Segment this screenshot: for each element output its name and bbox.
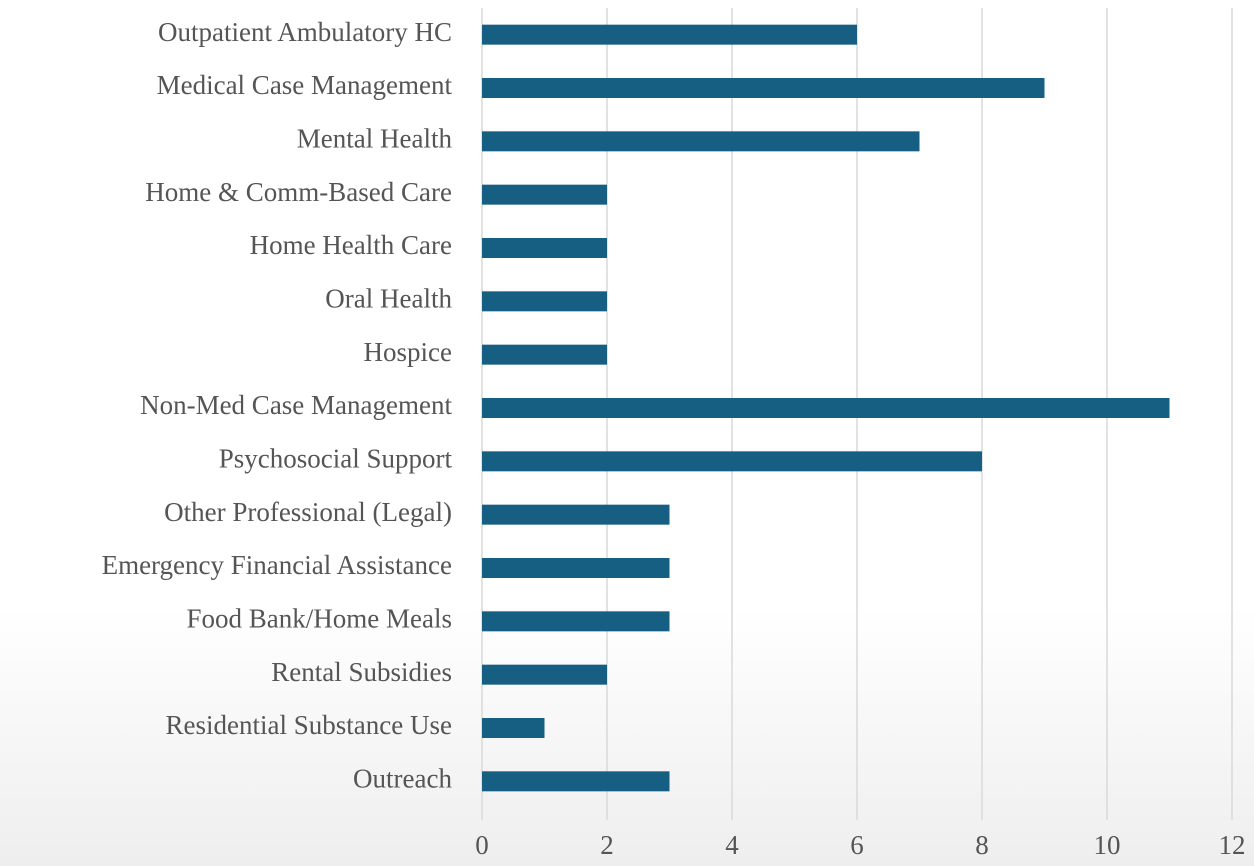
bar xyxy=(482,78,1045,98)
x-tick-label: 6 xyxy=(850,830,864,860)
x-tick-label: 4 xyxy=(725,830,739,860)
y-tick-label: Other Professional (Legal) xyxy=(164,497,452,527)
x-tick-label: 10 xyxy=(1094,830,1121,860)
bar xyxy=(482,451,982,472)
y-tick-label: Non-Med Case Management xyxy=(140,390,452,420)
y-tick-label: Medical Case Management xyxy=(157,70,453,100)
bar xyxy=(482,184,607,205)
bar xyxy=(482,398,1170,418)
bar xyxy=(482,504,670,525)
bar xyxy=(482,611,670,632)
bar xyxy=(482,558,670,578)
y-tick-label: Food Bank/Home Meals xyxy=(187,604,452,634)
y-tick-label: Hospice xyxy=(364,337,452,367)
x-tick-label: 12 xyxy=(1219,830,1246,860)
y-tick-label: Outreach xyxy=(353,764,452,794)
y-tick-label: Rental Subsidies xyxy=(271,657,452,687)
y-tick-label: Psychosocial Support xyxy=(219,444,453,474)
y-tick-label: Emergency Financial Assistance xyxy=(102,550,452,580)
y-tick-label: Home Health Care xyxy=(250,230,452,260)
x-tick-label: 2 xyxy=(600,830,614,860)
bar xyxy=(482,291,607,312)
bar xyxy=(482,664,607,685)
bar xyxy=(482,238,607,258)
bar xyxy=(482,718,545,738)
y-tick-label: Outpatient Ambulatory HC xyxy=(158,17,452,47)
y-tick-label: Home & Comm-Based Care xyxy=(145,177,452,207)
y-tick-label: Residential Substance Use xyxy=(166,710,452,740)
bar xyxy=(482,771,670,792)
y-tick-label: Mental Health xyxy=(297,124,453,154)
bar xyxy=(482,131,920,152)
bar xyxy=(482,344,607,365)
x-tick-label: 0 xyxy=(475,830,489,860)
x-tick-label: 8 xyxy=(975,830,989,860)
bar xyxy=(482,24,857,45)
y-tick-label: Oral Health xyxy=(325,284,452,314)
